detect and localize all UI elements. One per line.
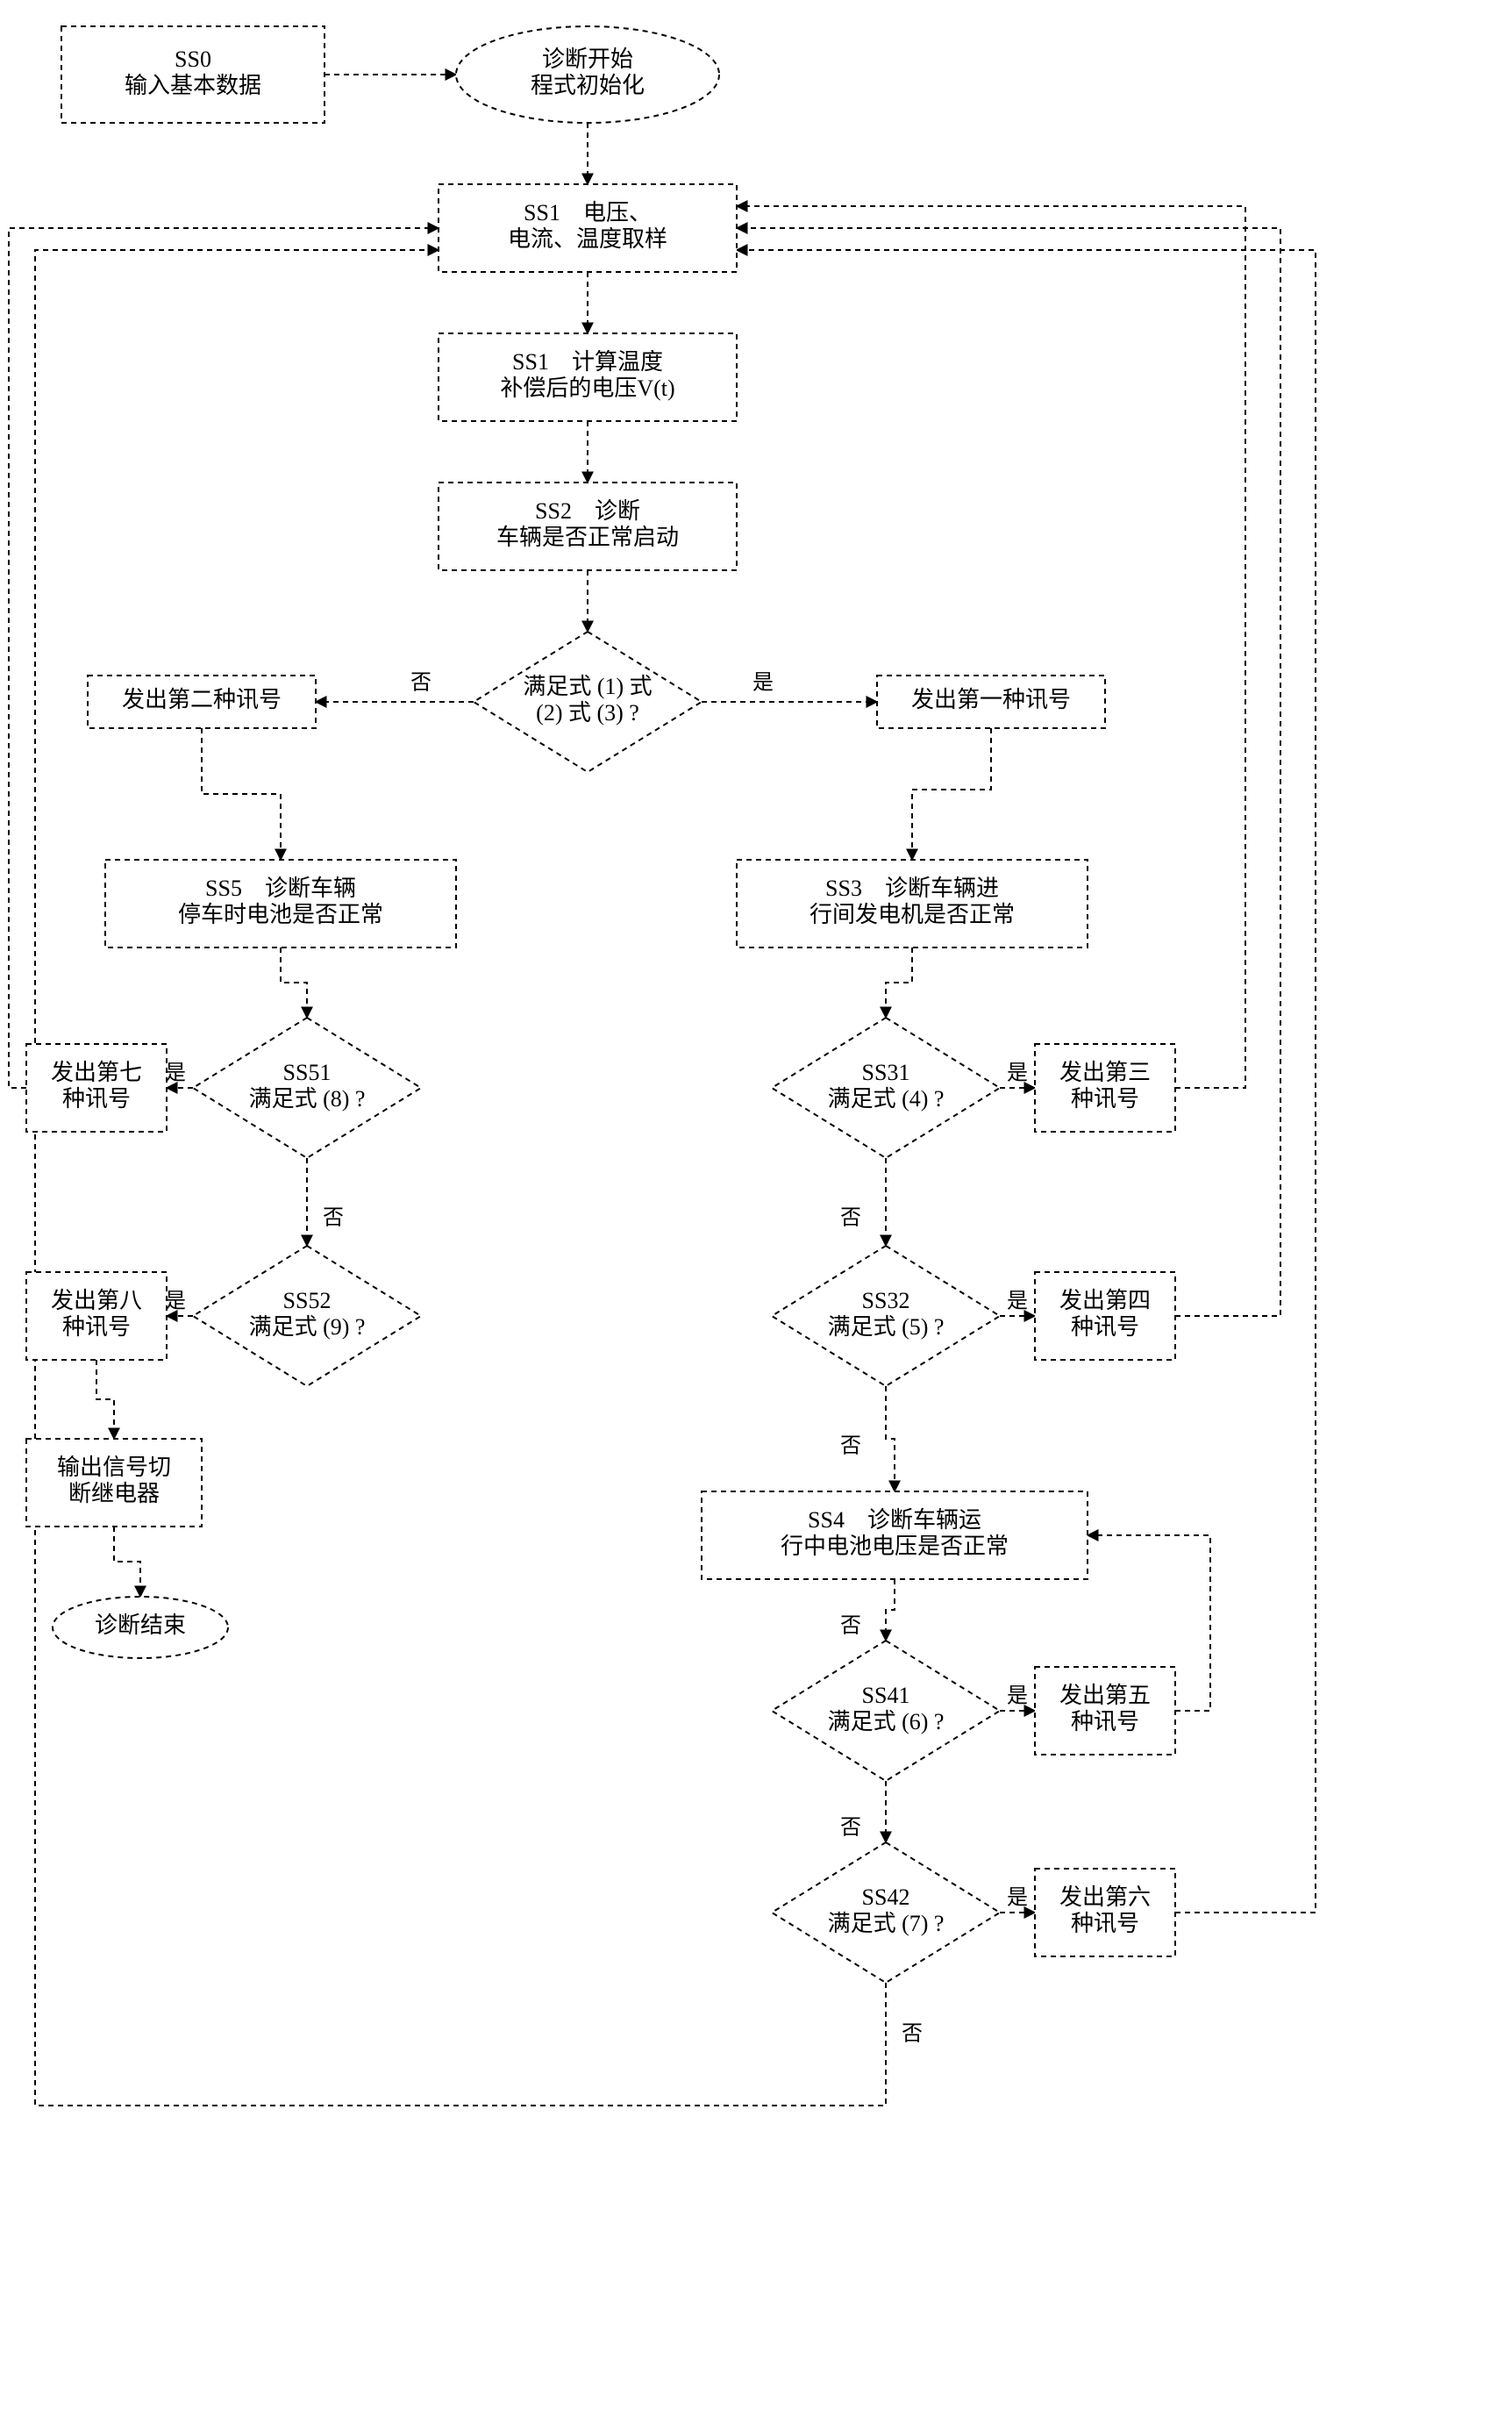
node-text: 发出第四 [1059, 1288, 1151, 1313]
node-text: 行中电池电压是否正常 [781, 1534, 1009, 1559]
node-end: 诊断结束 [53, 1597, 228, 1658]
edge-label: 是 [165, 1062, 186, 1085]
node-text: 电流、温度取样 [508, 226, 667, 252]
node-text: SS5 诊断车辆 [205, 876, 356, 901]
edge-label: 否 [840, 1435, 861, 1458]
node-text: 程式初始化 [531, 73, 645, 98]
node-text: SS42 [862, 1884, 910, 1910]
node-text: 满足式 (5) ? [828, 1314, 945, 1340]
node-text: SS1 电压、 [524, 200, 652, 225]
node-text: 种讯号 [1071, 1911, 1139, 1936]
node-text: 种讯号 [1071, 1709, 1139, 1734]
node-ss1b: SS1 计算温度补偿后的电压V(t) [439, 333, 737, 421]
edge [886, 947, 912, 1018]
node-text: 种讯号 [1071, 1086, 1139, 1112]
node-ss0: SS0输入基本数据 [61, 26, 325, 123]
edge-label: 否 [840, 1817, 861, 1840]
edge-label: 是 [1007, 1062, 1028, 1085]
node-text: SS0 [175, 46, 211, 72]
node-text: 诊断结束 [95, 1612, 186, 1638]
node-text: 满足式 (6) ? [828, 1709, 945, 1734]
node-text: 车辆是否正常启动 [496, 525, 679, 550]
node-text: SS3 诊断车辆进 [825, 876, 999, 901]
node-text: SS31 [862, 1060, 910, 1085]
node-text: 输出信号切 [57, 1455, 171, 1480]
edge-label: 是 [752, 672, 774, 695]
node-text: 发出第一种讯号 [911, 687, 1071, 712]
node-text: 发出第八 [51, 1288, 142, 1313]
node-text: 满足式 (4) ? [828, 1086, 945, 1112]
node-text: (2) 式 (3) ? [536, 700, 639, 726]
node-ss3: SS3 诊断车辆进行间发电机是否正常 [737, 860, 1088, 947]
node-sig3: 发出第三种讯号 [1035, 1044, 1175, 1132]
edge-label: 否 [323, 1207, 344, 1230]
node-text: 诊断开始 [542, 46, 633, 72]
node-text: 停车时电池是否正常 [178, 902, 383, 927]
node-ss1a: SS1 电压、电流、温度取样 [439, 184, 737, 272]
edge [886, 1386, 895, 1491]
node-text: SS4 诊断车辆运 [808, 1507, 981, 1533]
node-text: SS41 [862, 1683, 910, 1708]
edge [737, 206, 1245, 1088]
node-sig5: 发出第五种讯号 [1035, 1667, 1175, 1755]
node-text: 行间发电机是否正常 [809, 902, 1015, 927]
node-ss52: SS52满足式 (9) ? [193, 1246, 421, 1386]
node-text: 满足式 (7) ? [828, 1911, 945, 1936]
node-text: 种讯号 [62, 1086, 131, 1112]
edge [114, 1527, 140, 1597]
node-text: 满足式 (8) ? [249, 1086, 366, 1112]
edge-label: 是 [1007, 1887, 1028, 1910]
node-d1: 满足式 (1) 式(2) 式 (3) ? [474, 632, 702, 772]
node-text: 补偿后的电压V(t) [500, 375, 674, 401]
node-ss51: SS51满足式 (8) ? [193, 1018, 421, 1158]
edge [202, 728, 281, 860]
node-sig4: 发出第四种讯号 [1035, 1272, 1175, 1360]
node-text: SS2 诊断 [535, 498, 640, 524]
node-text: SS52 [283, 1288, 332, 1313]
node-text: 发出第三 [1059, 1060, 1151, 1085]
node-sig2: 发出第二种讯号 [88, 676, 316, 728]
node-text: 种讯号 [62, 1314, 131, 1340]
node-text: 满足式 (1) 式 [523, 674, 652, 699]
edge-label: 是 [165, 1291, 186, 1313]
node-text: 满足式 (9) ? [249, 1314, 366, 1340]
node-sig7: 发出第七种讯号 [26, 1044, 167, 1132]
node-text: 发出第五 [1059, 1683, 1151, 1708]
node-text: 断继电器 [68, 1481, 160, 1506]
edge [96, 1360, 114, 1439]
edge [912, 728, 991, 860]
edge-label: 是 [1007, 1685, 1028, 1708]
node-ss2: SS2 诊断车辆是否正常启动 [439, 483, 737, 570]
edge [886, 1579, 895, 1641]
edge [737, 228, 1280, 1316]
edge [281, 947, 307, 1018]
node-sig6: 发出第六种讯号 [1035, 1869, 1175, 1956]
node-ss32: SS32满足式 (5) ? [772, 1246, 1000, 1386]
node-text: SS51 [283, 1060, 332, 1085]
edge-label: 是 [1007, 1291, 1028, 1313]
node-ss41: SS41满足式 (6) ? [772, 1641, 1000, 1781]
node-ss31: SS31满足式 (4) ? [772, 1018, 1000, 1158]
node-sig8: 发出第八种讯号 [26, 1272, 167, 1360]
edge-label: 否 [410, 672, 431, 695]
node-text: SS1 计算温度 [512, 349, 663, 375]
node-start: 诊断开始程式初始化 [456, 26, 719, 123]
edge [9, 228, 439, 1088]
node-text: 发出第七 [51, 1060, 142, 1085]
node-ss42: SS42满足式 (7) ? [772, 1842, 1000, 1983]
node-text: 发出第二种讯号 [122, 687, 282, 712]
node-text: 种讯号 [1071, 1314, 1139, 1340]
edge-label: 否 [840, 1207, 861, 1230]
node-text: SS32 [862, 1288, 910, 1313]
node-relay: 输出信号切断继电器 [26, 1439, 202, 1527]
node-ss5: SS5 诊断车辆停车时电池是否正常 [105, 860, 456, 947]
node-ss4: SS4 诊断车辆运行中电池电压是否正常 [702, 1491, 1088, 1579]
node-sig1: 发出第一种讯号 [877, 676, 1105, 728]
node-text: 输入基本数据 [125, 73, 261, 98]
node-text: 发出第六 [1059, 1884, 1151, 1910]
edge-label: 否 [840, 1615, 861, 1638]
label: 否 [902, 2023, 923, 2046]
